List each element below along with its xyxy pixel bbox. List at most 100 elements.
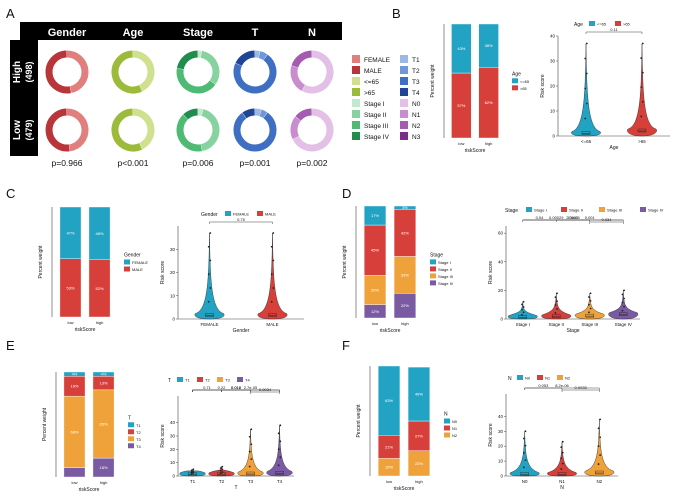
- bar-data-label: 45%: [371, 248, 379, 253]
- bar-legend-item: MALE: [124, 266, 143, 272]
- donut-age-high: [111, 50, 155, 94]
- bar-data-label: 12%: [371, 309, 379, 314]
- legend-swatch: [512, 85, 518, 91]
- x-tick-label: high: [100, 480, 108, 485]
- bracket-line: [524, 387, 600, 390]
- donut-stage-high: [176, 50, 220, 94]
- pvalue-label: 8.2e-06: [555, 383, 569, 388]
- legend-swatch: [352, 132, 360, 140]
- legend-swatch: [257, 211, 263, 216]
- bar-data-label: 52%: [96, 286, 104, 291]
- bar-data-label: 63%: [385, 398, 393, 403]
- outlier-point: [640, 86, 643, 89]
- legend-label: T1: [185, 378, 190, 383]
- legend-swatch: [400, 77, 408, 85]
- x-tick-label: Stage I: [516, 322, 530, 327]
- box: [520, 472, 529, 476]
- y-axis-label: Risk score: [160, 424, 166, 448]
- violin-female: [194, 232, 225, 320]
- donut-n-low: [290, 108, 334, 152]
- bar-data-label: 42%: [401, 230, 409, 235]
- bar-legend-title: Stage: [430, 252, 443, 258]
- donut-segment-stageii: [200, 50, 220, 85]
- bar-data-label: 38%: [485, 43, 493, 48]
- stacked-bar-B: Percent weight 57% 43% low 62% 38% high riskSco…: [430, 23, 530, 154]
- outlier-point: [589, 299, 592, 302]
- x-tick-label: >65: [638, 139, 646, 144]
- violin-legend: Stage Stage I Stage II Stage III Stage IV: [505, 207, 664, 214]
- legend-label: FEMALE: [233, 212, 249, 217]
- violin-shape: [608, 290, 639, 320]
- outlier-point: [597, 427, 600, 430]
- panel-letter-E: E: [6, 338, 15, 353]
- legend-swatch: [599, 207, 605, 212]
- bar-segment-65: [451, 23, 472, 74]
- legend-swatch: [177, 377, 183, 382]
- legend-swatch: [400, 132, 408, 140]
- row-label-band: [10, 40, 38, 156]
- outlier-point: [522, 306, 525, 308]
- y-axis-label: Risk score: [160, 261, 166, 285]
- outlier-point: [597, 445, 600, 448]
- legend-label: Stage I: [438, 260, 451, 265]
- violin-shape: [627, 43, 657, 137]
- bar-legend-item: N2: [444, 432, 458, 438]
- x-tick-label: T1: [190, 479, 196, 484]
- x-tick-label: N2: [596, 479, 602, 484]
- y-tick-label: 10: [550, 109, 556, 114]
- legend-swatch: [444, 418, 450, 424]
- donut-age-low: [111, 108, 155, 152]
- donut-t-high: [233, 50, 277, 94]
- violin-B: Age <=65 >65 0 10 20 30 40 Risk score Age <=65 >65 0…: [540, 21, 670, 151]
- outlier-point: [277, 464, 280, 467]
- outlier-point: [192, 468, 195, 471]
- y-tick-label: 0: [172, 474, 175, 479]
- bar-legend-item: >65: [512, 85, 528, 91]
- donut-segment-65: [132, 108, 155, 150]
- legend-item: T1: [400, 55, 420, 64]
- outlier-point: [599, 454, 602, 457]
- x-tick-label: low: [386, 479, 392, 484]
- outlier-point: [554, 296, 557, 299]
- comparison-bracket: 0.0034: [250, 387, 280, 394]
- outlier-point: [556, 308, 558, 310]
- legend-label: N2: [565, 376, 571, 381]
- donut-n-high: [290, 50, 334, 94]
- outlier-point: [221, 471, 224, 473]
- legend-label: MALE: [132, 267, 143, 272]
- legend-label: MALE: [265, 212, 276, 217]
- legend-swatch: [352, 55, 360, 63]
- bar-data-label: 68%: [70, 429, 78, 434]
- donut-segment-t3: [233, 54, 277, 94]
- outlier-point: [589, 307, 592, 310]
- bar-legend-title: T: [128, 415, 131, 421]
- donut-segment-stageiii: [176, 68, 216, 94]
- outlier-point: [270, 300, 273, 303]
- x-axis-label: Stage: [566, 328, 579, 334]
- bracket-line: [250, 391, 280, 394]
- legend-label: FEMALE: [364, 57, 391, 64]
- outlier-point: [219, 472, 222, 475]
- violin-male: [257, 232, 288, 320]
- violin-t3: [237, 428, 264, 477]
- comparisons: 0.04 0.00029 2.3e-050.081 0.001 0.034: [522, 215, 624, 224]
- y-tick-label: 30: [550, 59, 556, 64]
- pvalue-label: 0.001: [585, 215, 596, 220]
- legend-item: <=65: [352, 77, 379, 86]
- outlier-point: [207, 245, 210, 248]
- row-label-name: Low: [12, 120, 23, 140]
- bar-segment-t1: [63, 371, 86, 377]
- legend-label: T4: [136, 444, 141, 449]
- outlier-point: [522, 311, 525, 314]
- donut-segment-t4: [235, 50, 256, 67]
- bar-data-label: 19%: [70, 384, 78, 389]
- legend-label: Stage III: [364, 123, 388, 130]
- outlier-point: [621, 309, 624, 312]
- legend-swatch: [352, 66, 360, 74]
- outlier-point: [560, 457, 563, 460]
- outlier-point: [589, 292, 592, 295]
- x-tick-label: T3: [248, 479, 254, 484]
- outlier-point: [588, 311, 590, 314]
- outlier-point: [219, 467, 222, 469]
